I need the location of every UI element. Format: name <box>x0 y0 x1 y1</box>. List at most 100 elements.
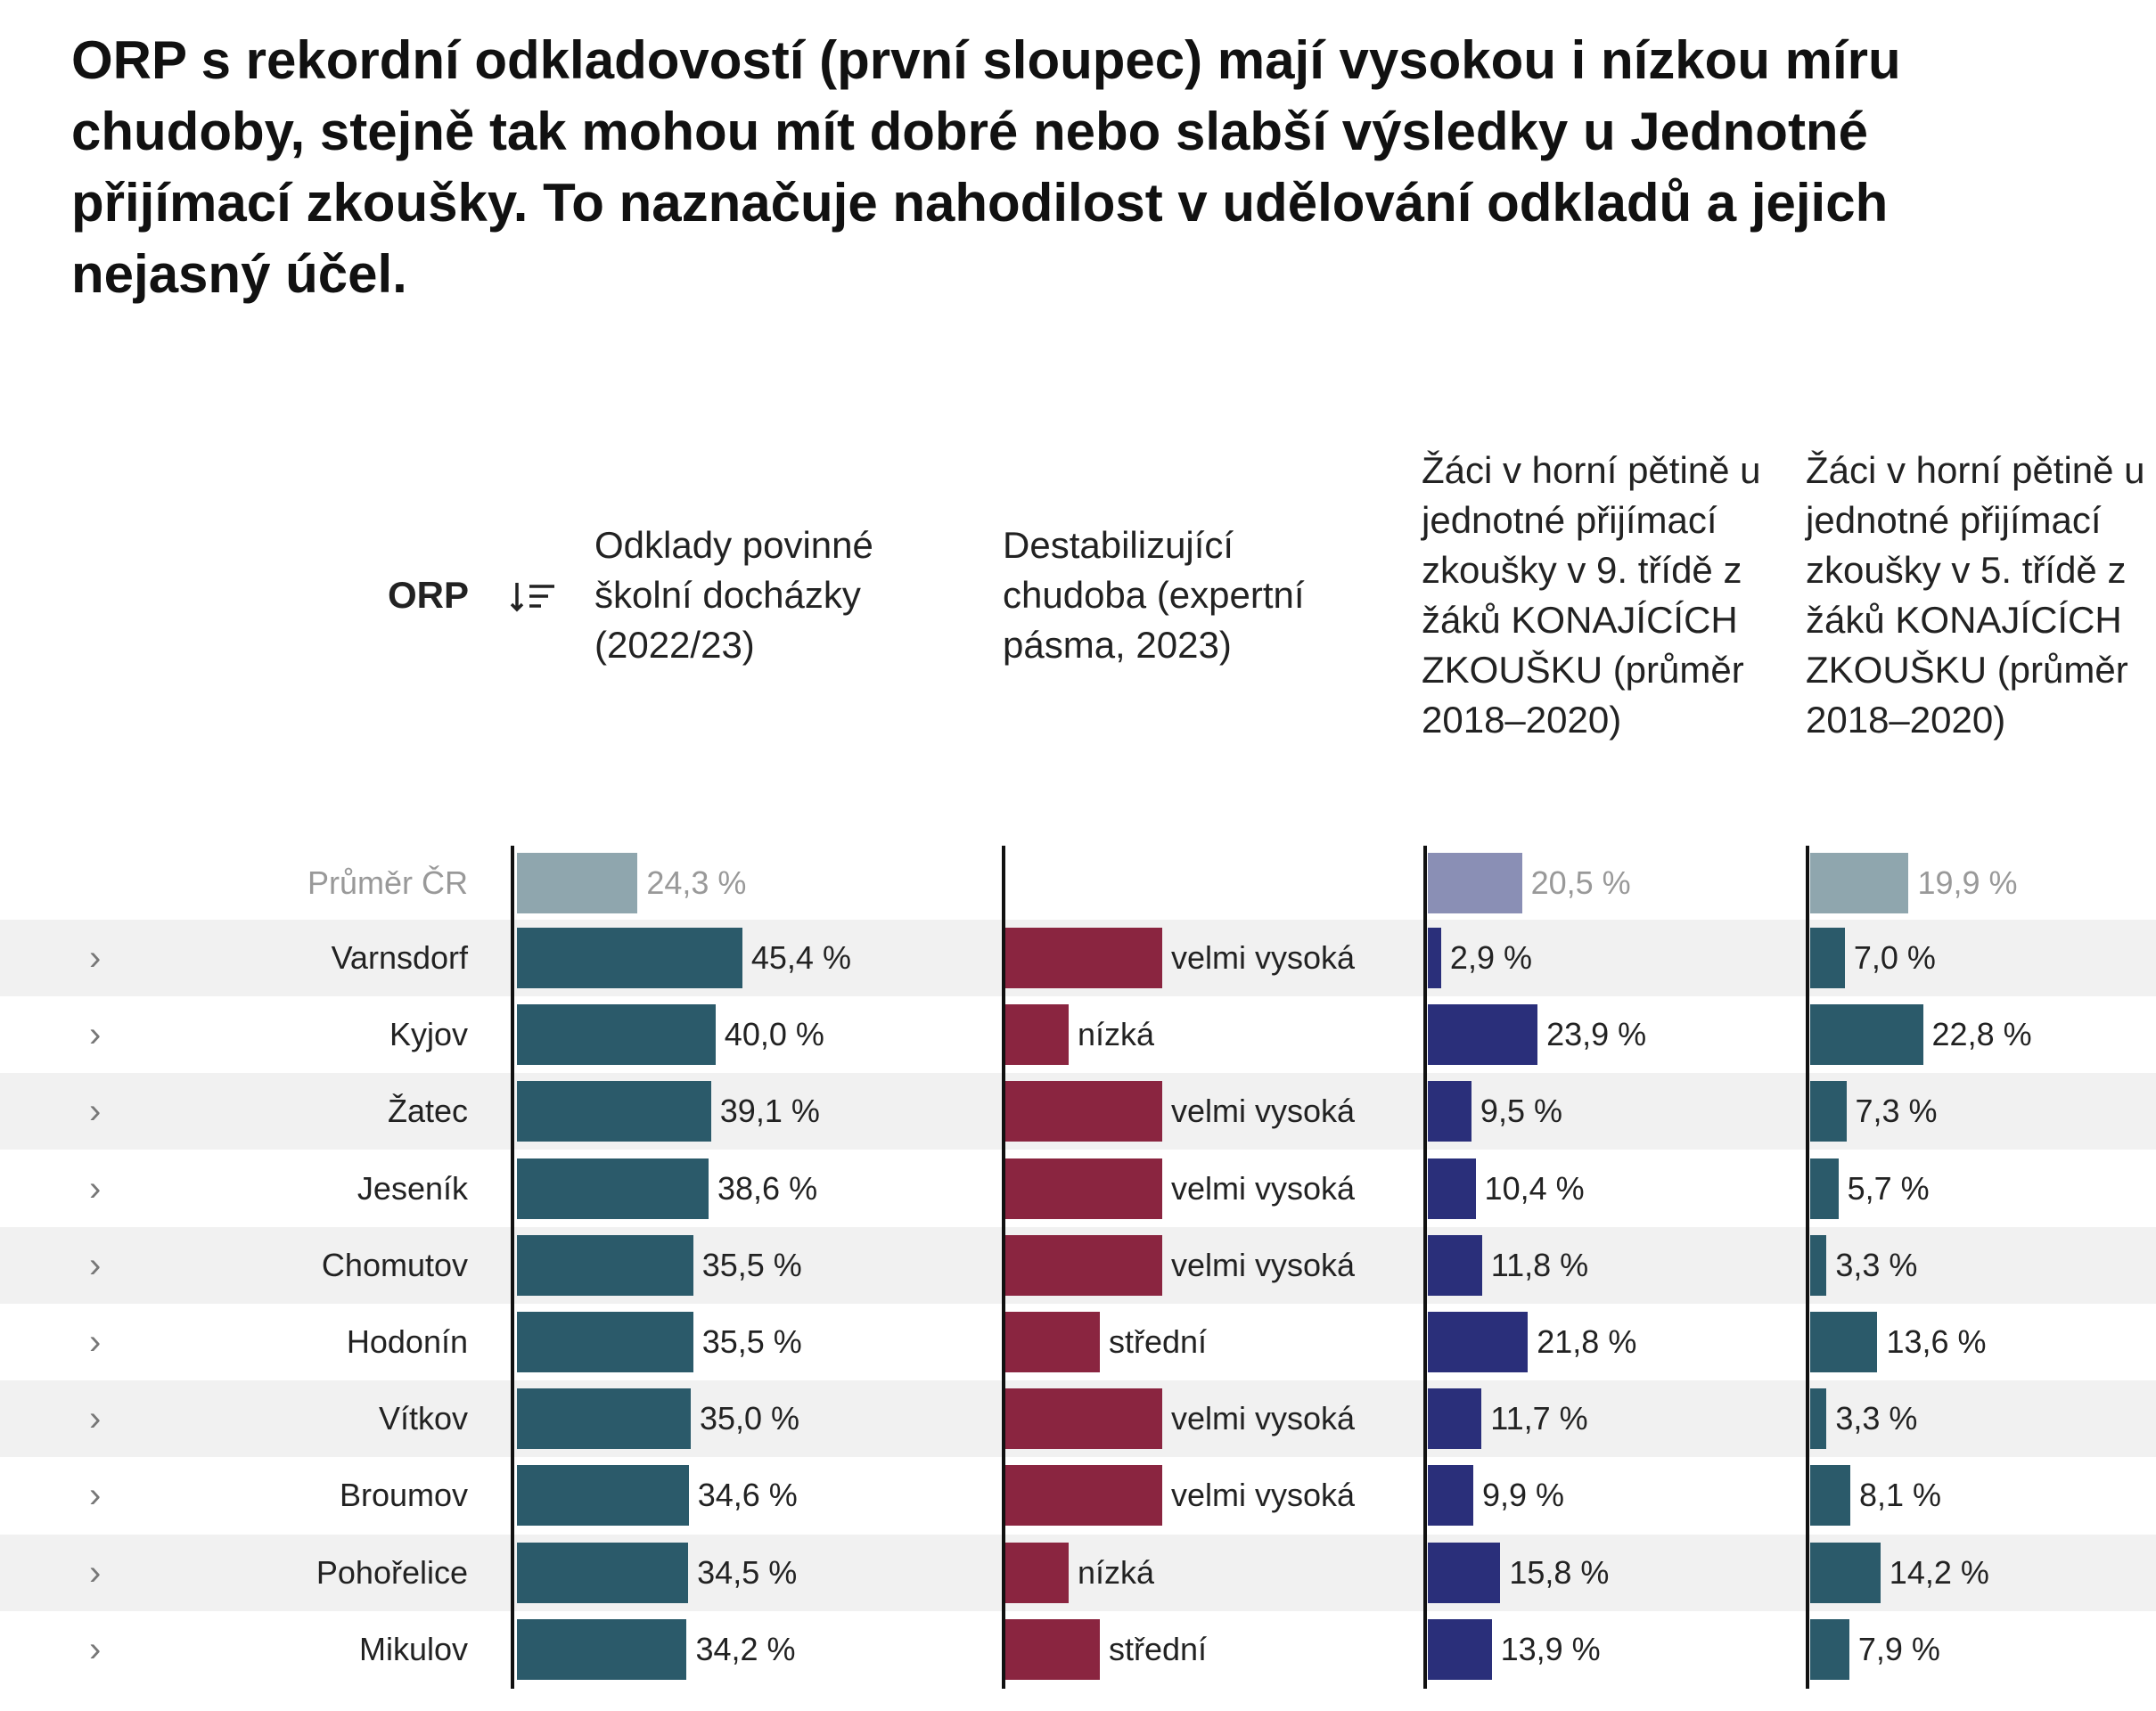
bar <box>517 1312 693 1372</box>
value-label: 24,3 % <box>646 864 747 901</box>
value-label: 22,8 % <box>1931 1016 2032 1053</box>
value-label: 40,0 % <box>724 1016 824 1053</box>
value-label: 19,9 % <box>1917 864 2018 901</box>
expand-chevron[interactable]: › <box>89 1322 102 1362</box>
value-label: 34,6 % <box>697 1477 798 1514</box>
axis-line <box>1806 846 1809 1689</box>
expand-chevron[interactable]: › <box>89 1015 102 1055</box>
value-label: 5,7 % <box>1847 1169 1930 1207</box>
poverty-label: velmi vysoká <box>1171 939 1356 976</box>
bar <box>1428 1618 1492 1680</box>
row-label: Mikulov <box>358 1630 468 1667</box>
bar <box>1428 1004 1538 1066</box>
axis-line <box>511 846 514 1689</box>
value-label: 35,5 % <box>701 1323 802 1360</box>
value-label: 35,0 % <box>699 1400 800 1437</box>
poverty-bar <box>1005 928 1162 988</box>
poverty-label: nízká <box>1078 1553 1155 1591</box>
value-label: 7,9 % <box>1857 1630 1940 1667</box>
bar <box>1810 1618 1849 1680</box>
bar <box>1810 853 1909 913</box>
row-label: Kyjov <box>389 1016 468 1053</box>
bar <box>517 853 638 913</box>
header-orp: ORP <box>388 574 470 616</box>
bar <box>517 1158 709 1219</box>
expand-chevron[interactable]: › <box>89 938 102 978</box>
value-label: 13,9 % <box>1500 1630 1601 1667</box>
bar <box>1810 1158 1839 1219</box>
poverty-label: velmi vysoká <box>1171 1477 1356 1514</box>
sort-icon[interactable] <box>510 579 563 615</box>
expand-chevron[interactable]: › <box>89 1399 102 1439</box>
header-odklady: Odklady povinné školní docházky (2022/23… <box>594 524 873 666</box>
row-label: Varnsdorf <box>331 939 468 976</box>
value-label: 21,8 % <box>1537 1323 1637 1360</box>
expand-chevron[interactable]: › <box>89 1476 102 1516</box>
value-label: 10,4 % <box>1484 1169 1585 1207</box>
bar <box>1810 1542 1881 1603</box>
header-zk9: Žáci v horní pětině u jednotné přijímací… <box>1422 449 1761 741</box>
axis-line <box>1423 846 1427 1689</box>
poverty-label: velmi vysoká <box>1171 1246 1356 1283</box>
axis-line <box>1002 846 1005 1689</box>
row-label: Pohořelice <box>316 1553 468 1591</box>
value-label: 13,6 % <box>1886 1323 1987 1360</box>
expand-chevron[interactable]: › <box>89 1629 102 1669</box>
expand-chevron[interactable]: › <box>89 1092 102 1132</box>
row-label: Průměr ČR <box>307 864 468 901</box>
row-background <box>0 1534 2156 1611</box>
bar <box>1428 1542 1501 1603</box>
poverty-bar <box>1005 1465 1162 1527</box>
bar <box>1810 928 1845 988</box>
poverty-bar <box>1005 1081 1162 1142</box>
bar <box>1810 1081 1847 1142</box>
value-label: 3,3 % <box>1835 1246 1918 1283</box>
bar <box>517 1081 711 1142</box>
bar <box>1428 853 1522 913</box>
poverty-bar <box>1005 1158 1162 1219</box>
bar <box>1428 1312 1529 1372</box>
value-label: 39,1 % <box>719 1093 820 1130</box>
value-label: 14,2 % <box>1889 1553 1989 1591</box>
bar <box>517 1465 689 1527</box>
poverty-label: nízká <box>1078 1016 1155 1053</box>
value-label: 15,8 % <box>1509 1553 1610 1591</box>
poverty-label: střední <box>1109 1323 1208 1360</box>
poverty-label: střední <box>1109 1630 1208 1667</box>
bar <box>1428 1234 1482 1296</box>
value-label: 2,9 % <box>1449 939 1532 976</box>
header-chudoba: Destabilizující chudoba (expertní pásma,… <box>1003 524 1305 666</box>
bar <box>1810 1004 1923 1066</box>
expand-chevron[interactable]: › <box>89 1552 102 1592</box>
poverty-label: velmi vysoká <box>1171 1169 1356 1207</box>
bar <box>1428 1081 1471 1142</box>
poverty-bar <box>1005 1542 1069 1603</box>
bar <box>517 1004 716 1066</box>
bar <box>1810 1465 1850 1527</box>
value-label: 35,5 % <box>701 1246 802 1283</box>
row-label: Jeseník <box>357 1169 468 1207</box>
value-label: 7,0 % <box>1853 939 1936 976</box>
bar <box>517 1618 687 1680</box>
value-label: 11,7 % <box>1490 1400 1588 1437</box>
poverty-label: velmi vysoká <box>1171 1093 1356 1130</box>
expand-chevron[interactable]: › <box>89 1245 102 1285</box>
value-label: 11,8 % <box>1490 1246 1589 1283</box>
row-label: Vítkov <box>378 1400 468 1437</box>
value-label: 34,5 % <box>697 1553 798 1591</box>
value-label: 20,5 % <box>1530 864 1631 901</box>
bar <box>1810 1312 1878 1372</box>
bar <box>1810 1388 1827 1450</box>
value-label: 9,5 % <box>1480 1093 1562 1130</box>
value-label: 45,4 % <box>750 939 851 976</box>
bar <box>1428 1465 1473 1527</box>
value-label: 38,6 % <box>717 1169 818 1207</box>
poverty-bar <box>1005 1312 1100 1372</box>
bar <box>517 928 742 988</box>
value-label: 8,1 % <box>1858 1477 1942 1514</box>
poverty-bar <box>1005 1388 1162 1450</box>
expand-chevron[interactable]: › <box>89 1168 102 1208</box>
bar <box>1810 1234 1827 1296</box>
bar <box>1428 928 1441 988</box>
